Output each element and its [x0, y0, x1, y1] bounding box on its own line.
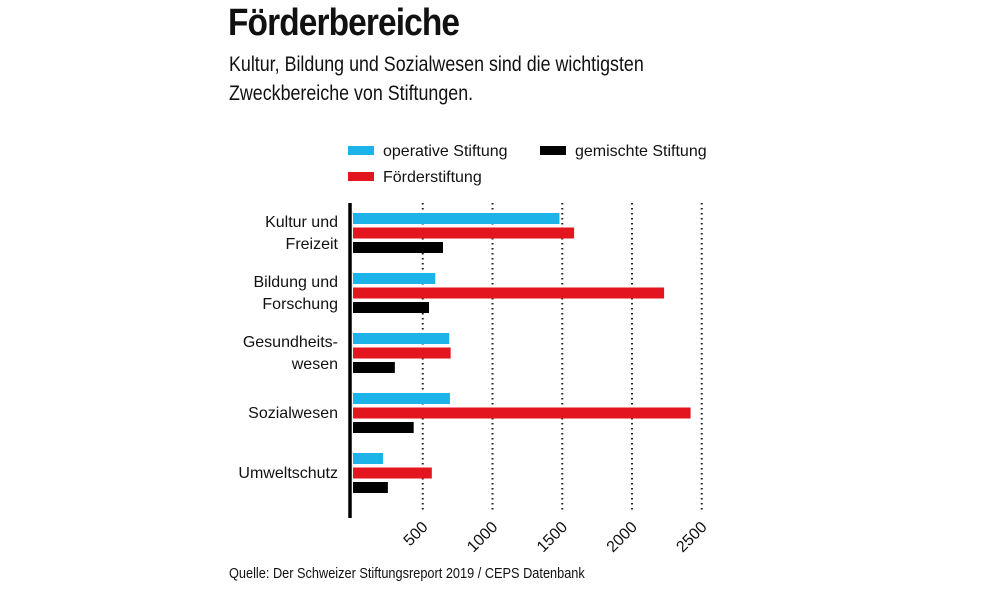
bar-gemischte-stiftung [353, 242, 443, 253]
x-tick-label: 500 [401, 519, 432, 550]
bar-förderstiftung [353, 407, 691, 419]
bar-förderstiftung [353, 347, 451, 359]
source-note: Quelle: Der Schweizer Stiftungsreport 20… [229, 565, 585, 582]
x-tick-label: 2000 [604, 519, 641, 556]
bar-operative-stiftung [353, 213, 560, 224]
legend-swatch [348, 172, 374, 181]
x-tick-label: 1000 [464, 519, 501, 556]
category-label: Forschung [262, 296, 338, 313]
bar-förderstiftung [353, 287, 665, 299]
category-label: wesen [291, 356, 338, 373]
legend-swatch [540, 146, 566, 155]
category-label: Bildung und [253, 274, 338, 291]
subtitle-line: Kultur, Bildung und Sozialwesen sind die… [229, 53, 644, 76]
bar-förderstiftung [353, 467, 432, 479]
subtitle-line: Zweckbereiche von Stiftungen. [229, 82, 474, 105]
x-tick-label: 2500 [673, 519, 710, 556]
bar-operative-stiftung [353, 393, 450, 404]
legend-label: operative Stiftung [383, 143, 508, 160]
x-tick-label: 1500 [534, 519, 571, 556]
chart-title: Förderbereiche [228, 2, 460, 44]
bar-operative-stiftung [353, 333, 450, 344]
legend-swatch [348, 146, 374, 155]
category-label: Freizeit [286, 236, 339, 253]
category-label: Umweltschutz [238, 465, 338, 482]
chart-subtitle: Kultur, Bildung und Sozialwesen sind die… [229, 50, 644, 108]
legend-label: gemischte Stiftung [575, 143, 707, 160]
category-label: Kultur und [265, 214, 338, 231]
legend-label: Förderstiftung [383, 169, 482, 186]
bar-gemischte-stiftung [353, 362, 395, 373]
bar-gemischte-stiftung [353, 422, 414, 433]
category-label: Sozialwesen [248, 405, 338, 422]
bar-gemischte-stiftung [353, 302, 430, 313]
bar-operative-stiftung [353, 453, 383, 464]
bar-gemischte-stiftung [353, 482, 388, 493]
category-label: Gesundheits- [243, 334, 338, 351]
bar-operative-stiftung [353, 273, 436, 284]
bar-förderstiftung [353, 227, 575, 239]
